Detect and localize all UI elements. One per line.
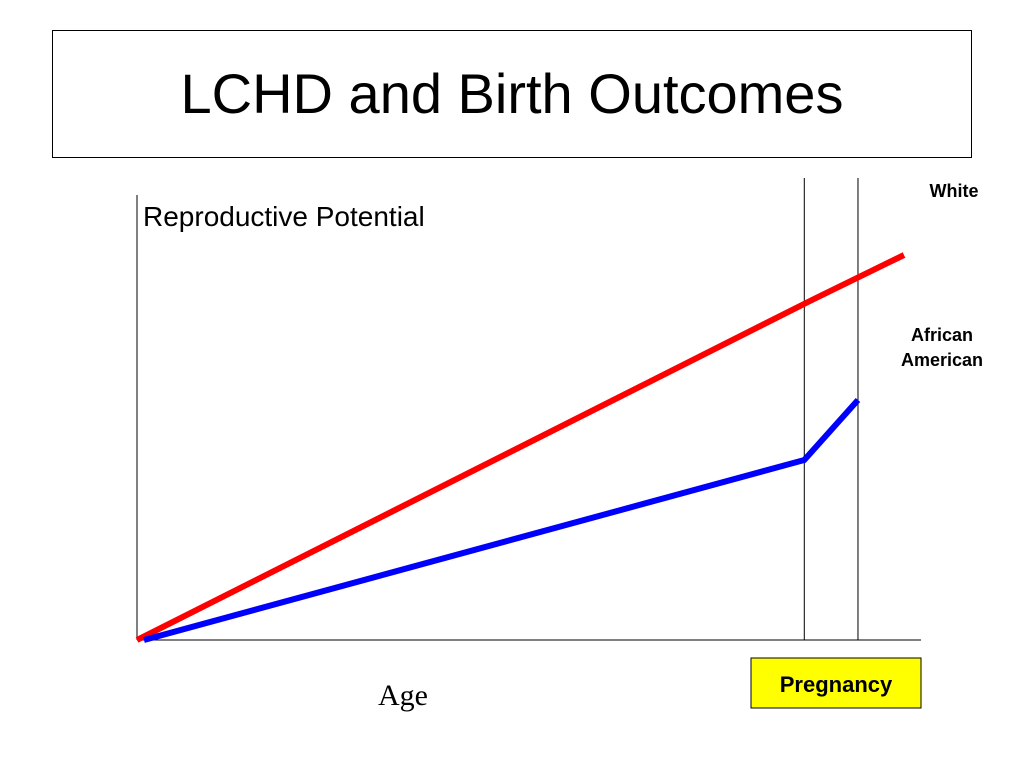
series-label-white: White bbox=[930, 181, 979, 201]
series-label-african-american: African American bbox=[901, 325, 983, 370]
pregnancy-label-box bbox=[750, 657, 922, 709]
x-axis-label: Age bbox=[378, 679, 428, 712]
series-line-white bbox=[135, 252, 906, 643]
pregnancy-markers bbox=[803, 178, 859, 640]
series-lines bbox=[135, 252, 906, 643]
slide-title: LCHD and Birth Outcomes bbox=[180, 62, 844, 125]
series-labels: White African American bbox=[901, 181, 983, 370]
series-line-african-american bbox=[143, 397, 861, 643]
y-axis-label: Reproductive Potential bbox=[143, 201, 425, 232]
title-box: LCHD and Birth Outcomes bbox=[52, 30, 972, 158]
pregnancy-label: Pregnancy bbox=[780, 672, 893, 697]
